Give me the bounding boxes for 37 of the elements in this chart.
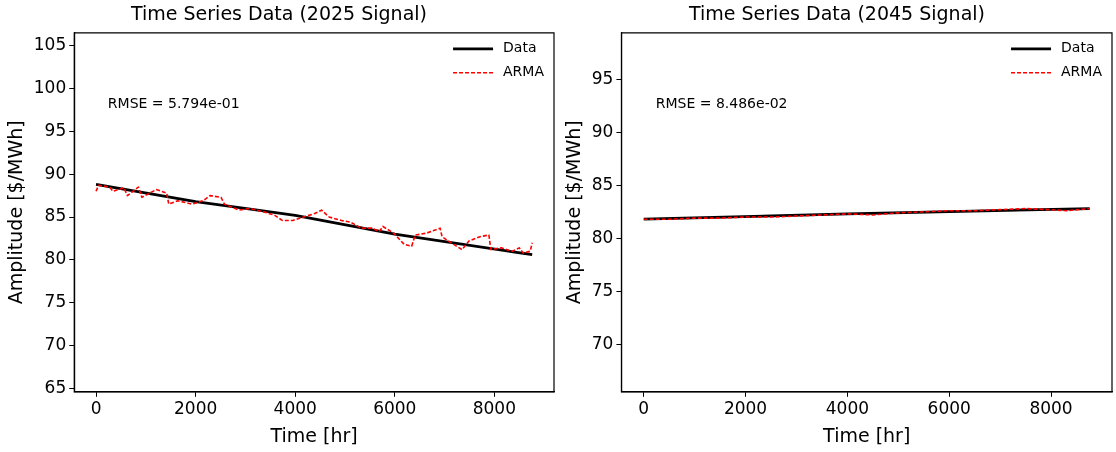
x-axis-title: Time [hr]	[822, 423, 911, 446]
y-tick-label: 90	[591, 120, 614, 141]
x-tick-label: 2000	[723, 398, 768, 419]
y-tick-label: 85	[591, 173, 614, 194]
legend-label: ARMA	[1061, 63, 1103, 80]
y-tick-label: 80	[591, 226, 614, 247]
annotation: RMSE = 8.486e-02	[655, 95, 788, 112]
y-tick-label: 65	[44, 376, 67, 397]
y-tick-label: 75	[591, 279, 614, 300]
y-tick-label: 75	[44, 291, 67, 312]
y-tick-label: 95	[591, 67, 614, 88]
legend-label: Data	[503, 39, 537, 56]
x-tick-label: 6000	[373, 398, 417, 419]
y-tick-label: 70	[44, 333, 67, 354]
y-axis-title: Amplitude [$/MWh]	[4, 120, 27, 305]
x-tick-label: 4000	[825, 398, 869, 419]
x-tick-label: 0	[638, 398, 650, 419]
x-tick-label: 2000	[174, 398, 218, 419]
y-tick-label: 80	[44, 248, 67, 269]
y-tick-label: 70	[591, 332, 614, 353]
x-tick-label: 0	[90, 398, 102, 419]
y-axis-title: Amplitude [$/MWh]	[562, 120, 585, 305]
y-tick-label: 95	[44, 119, 67, 140]
x-tick-label: 8000	[472, 398, 516, 419]
y-tick-label: 90	[44, 162, 67, 183]
y-tick-label: 100	[33, 76, 67, 97]
chart-title: Time Series Data (2025 Signal)	[130, 2, 427, 25]
x-tick-label: 4000	[273, 398, 317, 419]
annotation: RMSE = 5.794e-01	[107, 95, 240, 112]
y-tick-label: 105	[33, 34, 67, 55]
chart-title: Time Series Data (2045 Signal)	[688, 2, 985, 25]
y-tick-label: 85	[44, 205, 67, 226]
x-tick-label: 8000	[1029, 398, 1073, 419]
x-axis-title: Time [hr]	[269, 423, 358, 446]
legend-label: Data	[1061, 39, 1095, 56]
x-tick-label: 6000	[927, 398, 971, 419]
legend-label: ARMA	[503, 63, 545, 80]
